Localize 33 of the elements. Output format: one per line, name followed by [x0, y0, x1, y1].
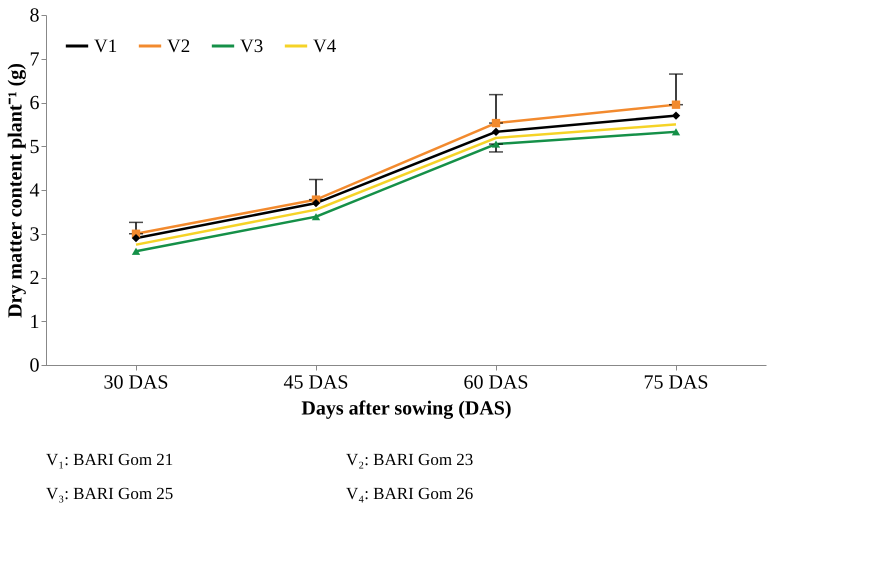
y-tick-label: 8	[30, 4, 40, 26]
x-tick-label: 45 DAS	[283, 372, 349, 394]
point	[492, 140, 500, 148]
point	[132, 234, 140, 242]
y-tick-label: 7	[30, 48, 40, 70]
y-tick-label: 5	[30, 136, 40, 158]
y-tick-label: 1	[30, 310, 40, 333]
point	[672, 111, 680, 120]
legend-label: V2	[167, 36, 190, 57]
x-tick-label: 60 DAS	[463, 372, 529, 394]
text: V₁: BARI Gom 21	[46, 450, 174, 469]
x-tick-label: 30 DAS	[103, 372, 169, 394]
text: V₃: BARI Gom 25	[46, 484, 174, 503]
legend-label: V3	[240, 36, 264, 57]
point	[492, 128, 500, 136]
point	[672, 100, 680, 109]
y-tick-label: 3	[30, 223, 40, 246]
legend-label: V1	[94, 36, 118, 57]
legend-label: V4	[313, 36, 337, 57]
y-tick-label: 2	[30, 267, 40, 289]
point	[492, 118, 500, 128]
y-tick-label: 6	[30, 92, 40, 114]
x-tick-label: 75 DAS	[643, 372, 709, 394]
point	[672, 128, 680, 136]
point	[312, 198, 320, 208]
y-tick-label: 4	[30, 180, 40, 202]
point	[312, 213, 320, 220]
y-tick-label: 0	[30, 354, 40, 376]
y-axis-title: Dry matter content plant⁻¹ (g)	[4, 63, 26, 318]
point	[132, 248, 140, 255]
text: V₂: BARI Gom 23	[346, 450, 474, 469]
x-axis-title: Days after sowing (DAS)	[301, 398, 512, 420]
text: V₄: BARI Gom 26	[346, 484, 474, 503]
